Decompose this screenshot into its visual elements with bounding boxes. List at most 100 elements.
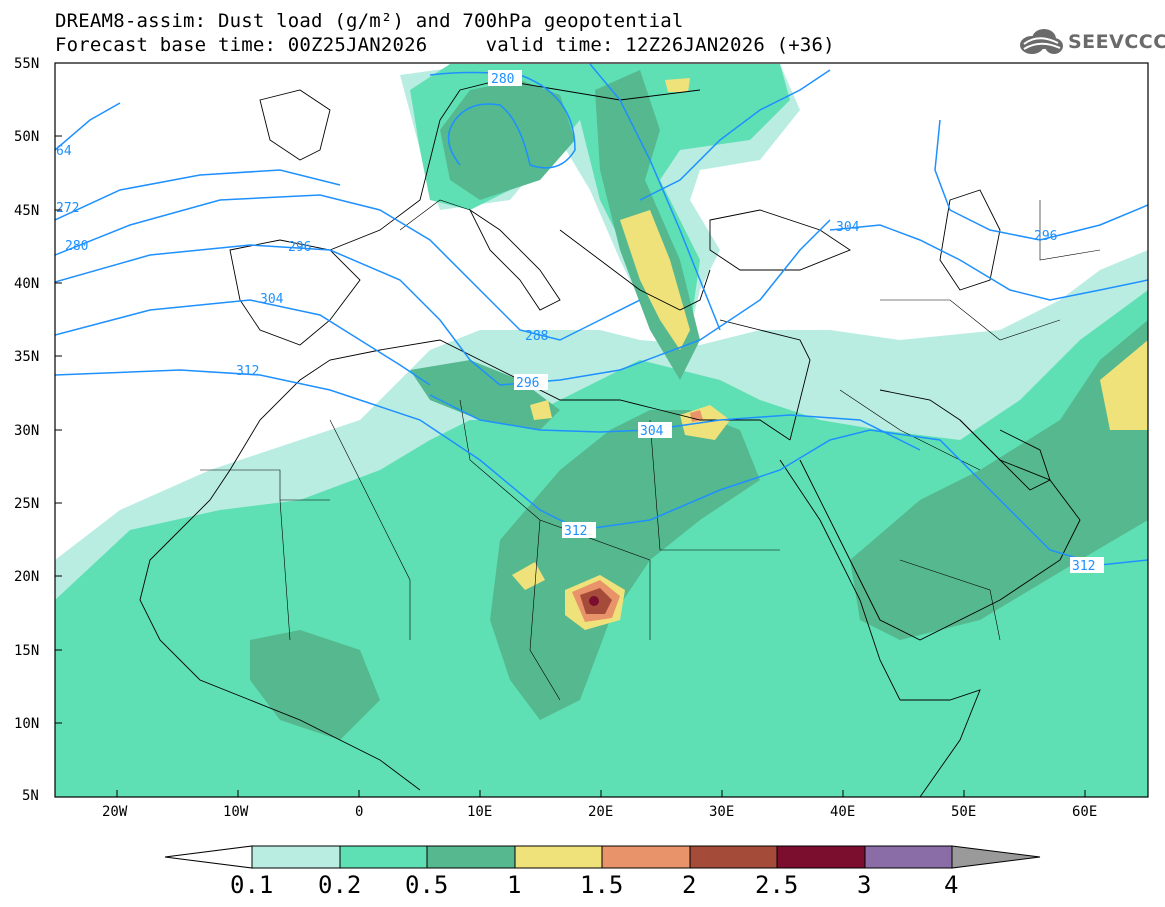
lat-label: 5N [22, 788, 39, 804]
dust-load-2.5 [589, 596, 599, 606]
contour-label: 296 [1034, 229, 1057, 244]
colorbar-label: 0.1 [230, 871, 273, 899]
contour-label-bg [562, 522, 596, 538]
colorbar-label: 1.5 [580, 871, 623, 899]
contour-label-bg [488, 70, 522, 86]
contour-label: 312 [564, 524, 587, 539]
lon-label: 30E [709, 804, 734, 820]
contour-label: 280 [491, 72, 514, 87]
contour-line [55, 219, 831, 386]
colorbar [164, 845, 1041, 869]
geopotential-contours [55, 63, 1148, 566]
contour-labels: 280 64 272 280 296 304 288 312 296 304 3… [56, 70, 1104, 574]
colorbar-label: 4 [944, 871, 958, 899]
dust-region-0.5 [490, 410, 760, 720]
lat-label: 10N [14, 716, 39, 732]
latitude-axis [55, 62, 62, 798]
country-border [279, 499, 291, 641]
dust-peak [589, 596, 599, 606]
contour-label: 304 [260, 292, 284, 307]
colorbar-labels: 0.1 0.2 0.5 1 1.5 2 2.5 3 4 [230, 871, 958, 899]
lat-label: 50N [14, 129, 39, 145]
contour-label-bg [1070, 557, 1104, 573]
colorbar-high-arrow [951, 845, 1041, 869]
contour-line [829, 224, 1148, 301]
cloud-logo-icon [1020, 29, 1063, 54]
lat-label: 20N [14, 569, 39, 585]
colorbar-label: 2.5 [755, 871, 798, 899]
coastline-italy [468, 208, 561, 311]
coastline-uk [259, 89, 331, 161]
coastlines [139, 79, 1081, 797]
country-border [399, 199, 471, 231]
coastline-north-africa [229, 339, 791, 471]
contour-line [589, 63, 721, 331]
lat-label: 40N [14, 276, 39, 292]
map-title: DREAM8-assim: Dust load (g/m²) and 700hP… [55, 10, 684, 32]
country-border [880, 299, 1061, 341]
contour-label: 304 [640, 424, 664, 439]
coastline-arabia [799, 389, 1081, 641]
coastline-west-africa [139, 469, 421, 791]
coastline-red-sea [779, 459, 901, 701]
contour-label: 312 [1072, 559, 1095, 574]
colorbar-segment [864, 845, 953, 869]
contour-label: 296 [288, 240, 311, 255]
seevccc-logo: SEEVCCC [1018, 26, 1165, 58]
contour-line [55, 169, 341, 221]
dust-region-0.5 [440, 80, 575, 200]
dust-region-1 [620, 210, 690, 350]
coastline-iberia [229, 239, 361, 346]
latitude-labels: 55N 50N 45N 40N 35N 30N 25N 20N 15N 10N … [14, 56, 39, 804]
contour-line [55, 102, 121, 151]
logo-text: SEEVCCC [1068, 31, 1165, 53]
colorbar-segment [776, 845, 866, 869]
coastline-levant [719, 319, 811, 441]
lon-label: 10E [467, 804, 492, 820]
coastline-europe-north [329, 79, 701, 251]
coastline-caspian [939, 189, 1001, 291]
country-border [459, 399, 651, 561]
colorbar-label: 1 [507, 871, 521, 899]
lon-label: 20W [102, 804, 128, 820]
contour-label: 312 [236, 364, 259, 379]
country-border [1039, 200, 1101, 261]
lat-label: 55N [14, 56, 39, 72]
coastline-balkans [559, 229, 711, 311]
contour-label: 288 [525, 329, 548, 344]
contour-line [55, 194, 641, 341]
lon-label: 60E [1072, 804, 1097, 820]
forecast-times: Forecast base time: 00Z25JAN2026 valid t… [55, 34, 835, 56]
contour-line [639, 69, 831, 201]
lon-label: 0 [355, 804, 363, 820]
contour-label: 64 [56, 144, 72, 159]
colorbar-segment [251, 845, 341, 869]
colorbar-segment [689, 845, 778, 869]
lon-label: 40E [830, 804, 855, 820]
longitude-labels: 20W 10W 0 10E 20E 30E 40E 50E 60E [102, 804, 1097, 820]
lat-label: 45N [14, 203, 39, 219]
colorbar-segment [514, 845, 603, 869]
country-border [329, 419, 411, 640]
contour-label-bg [514, 374, 548, 390]
dust-region-1.5 [690, 410, 703, 422]
lon-label: 10W [223, 804, 249, 820]
lat-label: 35N [14, 349, 39, 365]
lat-label: 25N [14, 496, 39, 512]
country-border [899, 559, 1001, 641]
dust-region-1 [1100, 340, 1148, 430]
contour-label: 280 [65, 239, 88, 254]
colorbar-label: 0.5 [405, 871, 448, 899]
colorbar-segment [426, 845, 516, 869]
contour-label: 296 [516, 376, 539, 391]
map-area: 280 64 272 280 296 304 288 312 296 304 3… [55, 63, 1148, 797]
country-border [529, 519, 561, 701]
country-border [200, 469, 330, 501]
dust-region-0.5 [410, 360, 560, 430]
coastline-gulf [959, 419, 1051, 491]
lat-label: 30N [14, 423, 39, 439]
contour-line [55, 369, 1148, 566]
colorbar-segment [601, 845, 691, 869]
contour-line [934, 119, 1148, 241]
